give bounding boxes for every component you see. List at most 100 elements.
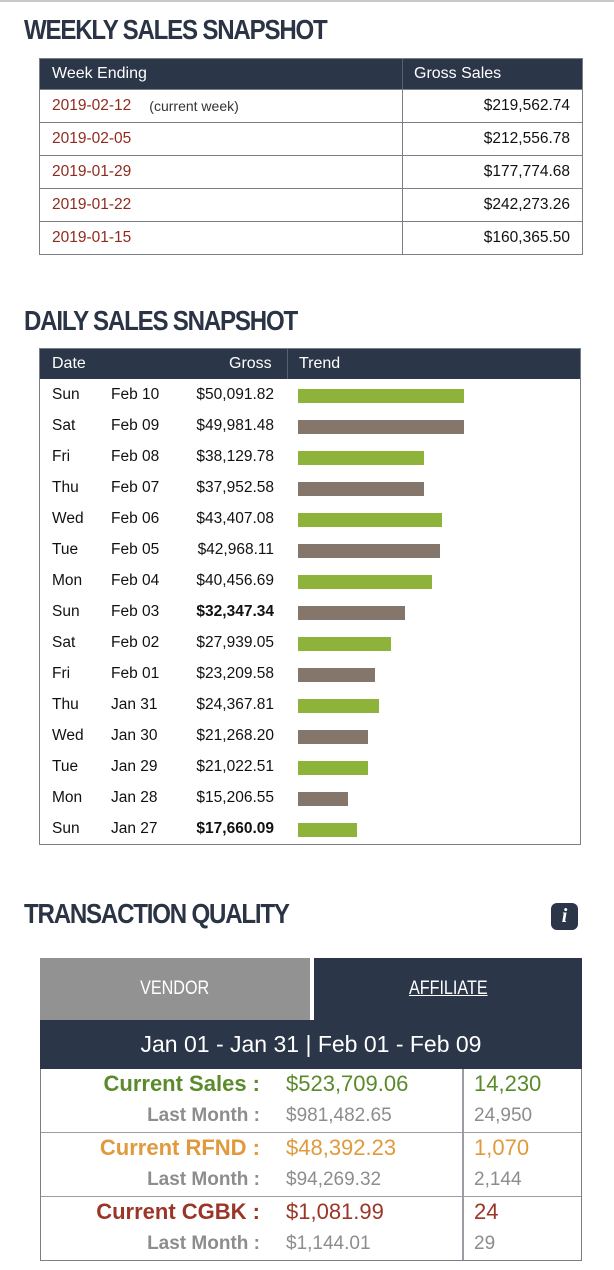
row-gross: $23,209.58 (196, 665, 274, 682)
column-divider (462, 1197, 464, 1260)
week-date: 2019-02-12 (52, 97, 132, 114)
trend-bar (298, 606, 405, 620)
trend-bar (298, 761, 368, 775)
row-gross: $24,367.81 (196, 696, 274, 713)
col-gross: Gross (229, 355, 272, 372)
row-date: Feb 03 (111, 603, 160, 620)
table-row: 2019-01-15 $160,365.50 (40, 221, 582, 254)
row-gross: $40,456.69 (196, 572, 274, 589)
column-divider (462, 1133, 464, 1196)
row-gross: $38,129.78 (196, 448, 274, 465)
row-date: Jan 27 (111, 820, 158, 837)
table-row: Sun Feb 10 $50,091.82 (40, 380, 580, 411)
week-gross: $177,774.68 (483, 163, 570, 180)
table-row: 2019-02-12 (current week) $219,562.74 (40, 89, 582, 122)
last-month-label: Last Month : (147, 1169, 260, 1190)
table-row: Wed Jan 30 $21,268.20 (40, 721, 580, 752)
day-of-week: Sun (52, 820, 80, 837)
last-month-count: 29 (474, 1233, 496, 1254)
current-cgbk-count: 24 (474, 1199, 499, 1224)
row-date: Feb 01 (111, 665, 160, 682)
current-rfnd-value: $48,392.23 (286, 1135, 397, 1160)
col-gross-sales: Gross Sales (414, 65, 502, 82)
week-note: (current week) (149, 98, 239, 114)
refund-group: Current RFND : $48,392.23 1,070 Last Mon… (41, 1132, 581, 1196)
last-month-value: $94,269.32 (286, 1169, 382, 1190)
col-date: Date (52, 355, 86, 372)
day-of-week: Sat (52, 417, 76, 434)
row-gross: $15,206.55 (196, 789, 274, 806)
trend-bar (298, 699, 379, 713)
daily-sales-table: Date Gross Trend Sun Feb 10 $50,091.82 Sat F… (39, 348, 581, 845)
top-divider (0, 0, 614, 2)
trend-bar (298, 668, 375, 682)
table-row: Wed Feb 06 $43,407.08 (40, 504, 580, 535)
row-gross: $50,091.82 (196, 386, 274, 403)
table-row: Sun Feb 03 $32,347.34 (40, 597, 580, 628)
weekly-title: WEEKLY SALES SNAPSHOT (24, 14, 328, 45)
day-of-week: Sun (52, 386, 80, 403)
tab-vendor[interactable]: VENDOR (40, 958, 310, 1020)
row-date: Feb 04 (111, 572, 160, 589)
current-cgbk-label: Current CGBK : (96, 1199, 260, 1224)
trend-bar (298, 823, 357, 837)
table-row: Thu Jan 31 $24,367.81 (40, 690, 580, 721)
row-gross: $17,660.09 (196, 820, 274, 837)
day-of-week: Wed (52, 727, 84, 744)
day-of-week: Mon (52, 789, 83, 806)
last-month-value: $1,144.01 (286, 1233, 371, 1254)
table-row: Sat Feb 09 $49,981.48 (40, 411, 580, 442)
table-row: 2019-02-05 $212,556.78 (40, 122, 582, 155)
last-month-label: Last Month : (147, 1233, 260, 1254)
col-week-ending: Week Ending (40, 59, 403, 89)
trend-bar (298, 730, 368, 744)
day-of-week: Tue (52, 758, 79, 775)
weekly-sales-table: Week Ending Gross Sales 2019-02-12 (curre… (39, 58, 583, 255)
date-range-header: Jan 01 - Jan 31 | Feb 01 - Feb 09 (40, 1020, 582, 1069)
trend-bar (298, 637, 391, 651)
row-date: Feb 10 (111, 386, 160, 403)
row-gross: $21,268.20 (196, 727, 274, 744)
header-divider (287, 349, 288, 379)
day-of-week: Mon (52, 572, 83, 589)
row-gross: $37,952.58 (196, 479, 274, 496)
table-row: Mon Jan 28 $15,206.55 (40, 783, 580, 814)
trend-bar (298, 389, 464, 403)
last-month-value: $981,482.65 (286, 1105, 392, 1126)
column-divider (462, 1069, 464, 1132)
row-date: Jan 31 (111, 696, 158, 713)
row-gross: $43,407.08 (196, 510, 274, 527)
day-of-week: Sat (52, 634, 76, 651)
day-of-week: Thu (52, 696, 79, 713)
current-rfnd-label: Current RFND : (99, 1135, 260, 1160)
last-month-count: 2,144 (474, 1169, 522, 1190)
row-date: Jan 29 (111, 758, 158, 775)
row-gross: $49,981.48 (196, 417, 274, 434)
table-row: Sat Feb 02 $27,939.05 (40, 628, 580, 659)
row-gross: $27,939.05 (196, 634, 274, 651)
week-date: 2019-01-29 (52, 163, 132, 180)
table-row: Tue Jan 29 $21,022.51 (40, 752, 580, 783)
row-date: Feb 02 (111, 634, 160, 651)
trend-bar (298, 451, 424, 465)
trend-bar (298, 792, 348, 806)
row-date: Jan 30 (111, 727, 158, 744)
row-gross: $21,022.51 (196, 758, 274, 775)
tab-vendor-label: VENDOR (140, 978, 210, 999)
sales-group: Current Sales : $523,709.06 14,230 Last … (41, 1069, 581, 1132)
info-icon[interactable]: i (551, 903, 578, 930)
day-of-week: Thu (52, 479, 79, 496)
transaction-title: TRANSACTION QUALITY (24, 898, 290, 929)
tab-bar: VENDOR AFFILIATE (40, 958, 582, 1020)
week-gross: $219,562.74 (483, 97, 570, 114)
current-cgbk-value: $1,081.99 (286, 1199, 384, 1224)
trend-bar (298, 544, 440, 558)
trend-bar (298, 482, 424, 496)
current-sales-value: $523,709.06 (286, 1071, 409, 1096)
transaction-quality-table: Current Sales : $523,709.06 14,230 Last … (40, 1069, 582, 1261)
tab-affiliate[interactable]: AFFILIATE (314, 958, 582, 1020)
row-date: Feb 07 (111, 479, 160, 496)
row-date: Feb 05 (111, 541, 160, 558)
trend-bar (298, 575, 432, 589)
week-gross: $160,365.50 (483, 229, 570, 246)
